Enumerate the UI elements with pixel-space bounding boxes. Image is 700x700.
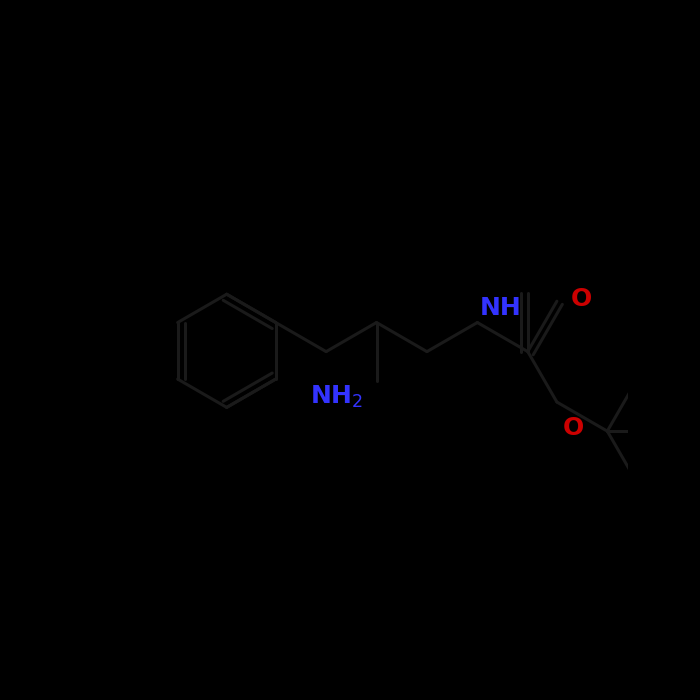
Text: NH: NH [480, 296, 522, 320]
Text: O: O [562, 416, 584, 440]
Text: O: O [570, 286, 592, 311]
Text: NH$_2$: NH$_2$ [310, 384, 363, 409]
